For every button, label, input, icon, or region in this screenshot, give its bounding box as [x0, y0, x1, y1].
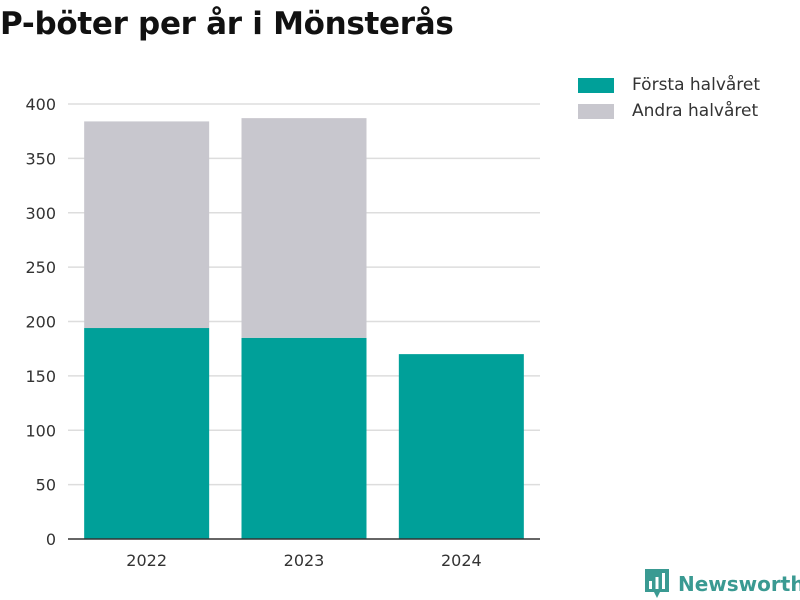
newsworthy-logo[interactable]: Newsworthy [644, 568, 800, 600]
legend-swatch-first-half [578, 77, 614, 93]
legend-swatch-second-half [578, 103, 614, 119]
y-tick-label: 200 [25, 313, 56, 332]
bar-first-half [398, 354, 524, 539]
x-tick-label: 2022 [126, 551, 167, 570]
y-tick-label: 100 [25, 421, 56, 440]
legend-item-first-half[interactable]: Första halvåret [578, 72, 760, 98]
bar-second-half [84, 121, 210, 329]
chart-title: P-böter per år i Mönsterås [0, 6, 454, 42]
brand-name: Newsworthy [678, 572, 800, 596]
legend-label-second-half: Andra halvåret [632, 101, 759, 121]
bar-chart: 0 50 100 150 200 250 300 350 400 2022 2023 2024 [25, 95, 540, 570]
bar-first-half [241, 337, 367, 539]
legend-label-first-half: Första halvåret [632, 75, 761, 95]
y-tick-label: 400 [25, 95, 56, 114]
bar-second-half [241, 118, 367, 338]
y-tick-label: 50 [36, 476, 56, 495]
x-tick-label: 2023 [284, 551, 325, 570]
newsworthy-logo-icon [645, 569, 669, 598]
legend-item-second-half[interactable]: Andra halvåret [578, 98, 760, 124]
y-tick-label: 0 [46, 530, 56, 549]
y-tick-label: 350 [25, 149, 56, 168]
y-tick-label: 150 [25, 367, 56, 386]
y-tick-label: 250 [25, 258, 56, 277]
bar-first-half [84, 328, 210, 539]
y-tick-label: 300 [25, 204, 56, 223]
legend: Första halvåret Andra halvåret [578, 72, 760, 124]
x-tick-label: 2024 [441, 551, 482, 570]
